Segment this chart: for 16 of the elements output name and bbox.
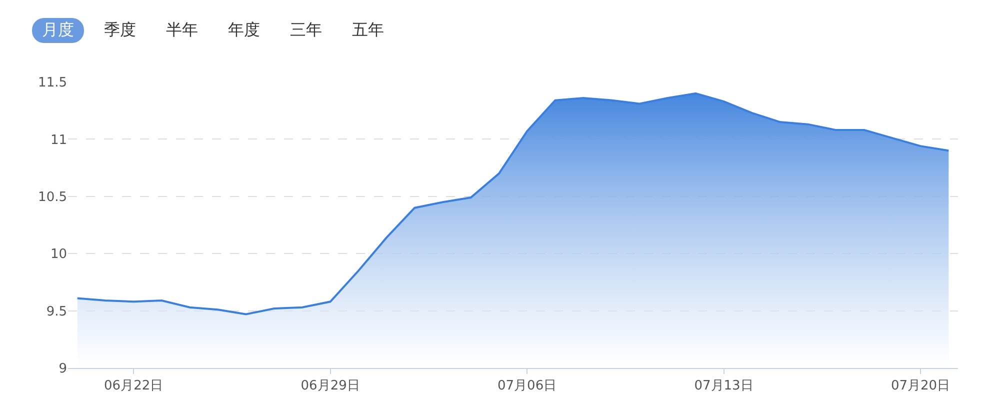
x-tick-label: 07月06日 xyxy=(498,378,557,394)
y-tick-label: 11.5 xyxy=(38,76,67,91)
y-tick-label: 9 xyxy=(58,362,67,377)
x-tick-label: 06月29日 xyxy=(300,378,360,394)
tab-button[interactable]: 三年 xyxy=(280,18,332,43)
y-tick-label: 10 xyxy=(50,247,67,262)
tab-button[interactable]: 半年 xyxy=(156,18,208,43)
y-tick-label: 10.5 xyxy=(38,190,67,205)
x-tick-label: 07月20日 xyxy=(890,378,950,394)
y-tick-label: 11 xyxy=(50,132,67,148)
x-tick-label: 06月22日 xyxy=(104,378,164,394)
y-tick-label: 9.5 xyxy=(46,304,67,320)
x-tick-label: 07月13日 xyxy=(694,378,754,394)
tab-button[interactable]: 季度 xyxy=(94,18,146,43)
tab-button[interactable]: 五年 xyxy=(342,18,394,43)
tab-button[interactable]: 年度 xyxy=(218,18,270,43)
